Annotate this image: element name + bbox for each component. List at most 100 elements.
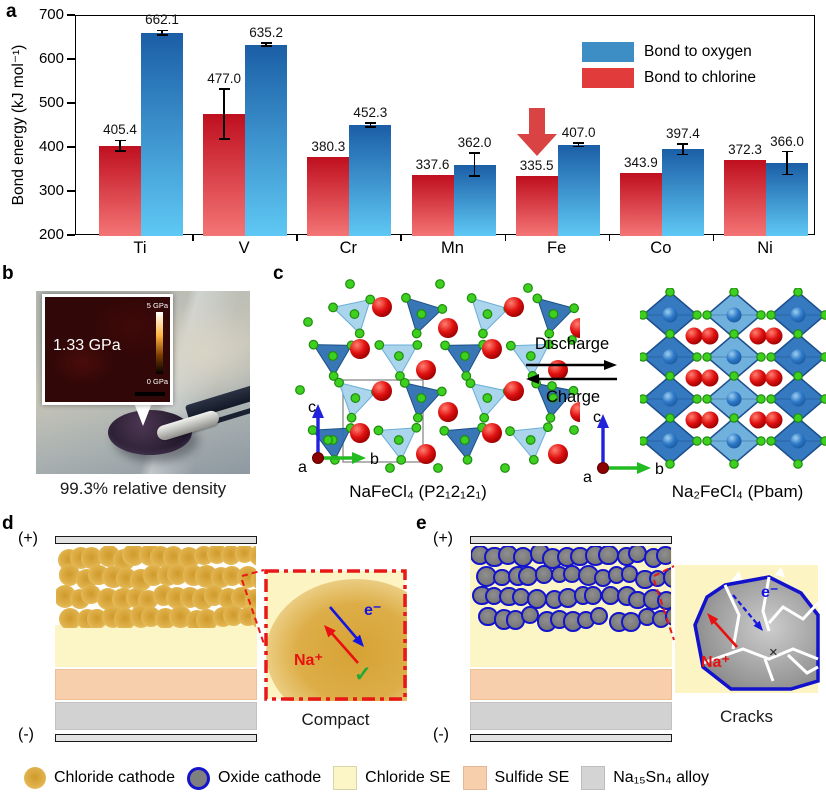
fecl4-tetrahedron-light xyxy=(505,422,553,465)
y-tick xyxy=(67,146,75,148)
cl-atom xyxy=(702,436,712,446)
x-category-label: Mn xyxy=(441,239,464,257)
b-axis-label: b xyxy=(655,461,664,478)
error-bar-cap xyxy=(677,153,689,156)
electron-label: e⁻ xyxy=(761,584,778,601)
cl-atom xyxy=(547,381,557,391)
sulfide-se-layer xyxy=(55,669,257,700)
fe-atom xyxy=(662,307,678,323)
b-axis-arrow xyxy=(352,452,366,464)
chloride-particle xyxy=(58,607,82,628)
charge-arrowhead xyxy=(526,374,539,384)
nafecl4-structure xyxy=(295,279,580,473)
fe-atom xyxy=(726,307,742,323)
chloride-particle xyxy=(87,609,107,628)
cl-atom xyxy=(692,394,702,404)
error-bar xyxy=(577,143,580,147)
chloride-particle xyxy=(81,584,101,605)
x-category-label: Cr xyxy=(339,239,358,257)
x-tick xyxy=(608,235,611,241)
value-label-V: 635.2 xyxy=(249,24,284,40)
c-axis-label: c xyxy=(308,400,316,416)
cl-atom xyxy=(756,352,766,362)
negative-terminal-label: (-) xyxy=(433,726,449,743)
panel-label-a: a xyxy=(6,1,17,22)
na-atom xyxy=(482,339,502,359)
inset-pointer xyxy=(134,403,152,426)
na-atom xyxy=(438,318,458,338)
na-atom xyxy=(765,327,783,345)
cl-atom xyxy=(756,310,766,320)
cl-atom xyxy=(793,329,803,339)
x-tick xyxy=(712,235,715,241)
legend-item-4: Na₁₅Sn₄ alloy xyxy=(581,766,709,790)
x-category-label: V xyxy=(238,239,250,257)
na-atom xyxy=(749,411,767,429)
na-ion-label: Na⁺ xyxy=(294,652,323,669)
na-atom xyxy=(570,402,580,422)
error-bar xyxy=(223,89,225,140)
error-bar-cap xyxy=(781,173,793,176)
chloride-particle xyxy=(244,589,256,610)
oxide-circle-swatch xyxy=(186,766,210,790)
value-label-Fe: 407.0 xyxy=(561,125,596,141)
gray-square-swatch xyxy=(581,766,606,790)
gold-circle-swatch xyxy=(24,767,46,789)
nafecl4-formula: NaFeCl₄ (P2₁2₁2₁) xyxy=(349,482,487,501)
cl-atom xyxy=(295,385,305,395)
chloride-particle xyxy=(80,547,103,569)
legend-item-label: Na₁₅Sn₄ alloy xyxy=(613,769,709,786)
cl-atom xyxy=(665,329,675,339)
na-ion-arrow xyxy=(327,628,359,664)
x-tick xyxy=(504,235,507,241)
sulfide-se-layer xyxy=(470,669,672,700)
bar-chlorine-Cr xyxy=(307,156,350,236)
legend-item-2: Chloride SE xyxy=(333,766,451,790)
value-label-Co: 397.4 xyxy=(665,125,700,141)
compact-particle-inset: Na⁺ e⁻ ✓ xyxy=(264,569,407,701)
value-label-V: 477.0 xyxy=(207,71,242,87)
error-bar-cap xyxy=(114,139,126,142)
fe-atom xyxy=(790,433,806,449)
na-atom xyxy=(749,369,767,387)
peach-square-swatch xyxy=(462,766,487,790)
cl-atom xyxy=(640,352,648,362)
a-axis-origin xyxy=(597,462,609,474)
cl-atom xyxy=(640,310,648,320)
na-atom xyxy=(701,369,719,387)
error-bar-cap xyxy=(469,152,480,155)
na-atom xyxy=(372,381,392,401)
b-axis-label: b xyxy=(370,451,379,468)
unit-cell-box xyxy=(342,379,424,463)
legend-item-label: Chloride cathode xyxy=(54,769,175,786)
colorbar xyxy=(156,312,163,374)
y-tick-label: 500 xyxy=(38,94,64,111)
y-tick xyxy=(67,14,75,16)
error-bar-cap xyxy=(218,88,230,90)
bottom-current-collector xyxy=(470,734,672,742)
chloride-cathode-particles xyxy=(56,546,256,628)
fe-highlight-arrow-icon xyxy=(516,108,557,156)
positive-terminal-label: (+) xyxy=(18,530,38,547)
fe-atom xyxy=(662,391,678,407)
legend-swatch-0 xyxy=(582,42,634,62)
fecl4-tetrahedron-dark xyxy=(440,339,489,381)
y-tick xyxy=(67,234,75,236)
reaction-arrows xyxy=(526,360,617,384)
modulus-map-inset: 1.33 GPa 5 GPa 0 GPa xyxy=(42,294,173,405)
c-axis-arrow xyxy=(597,414,609,428)
legend-swatch-1 xyxy=(582,68,634,88)
cross-icon: × xyxy=(769,644,778,661)
cl-atom xyxy=(793,413,803,423)
figure-legend: Chloride cathode Oxide cathode Chloride SE… xyxy=(24,766,709,790)
na-atom xyxy=(685,411,703,429)
cl-atom xyxy=(793,459,803,469)
chloride-se-layer xyxy=(55,625,257,667)
cl-atom xyxy=(692,352,702,362)
panel-label-d: d xyxy=(2,513,14,534)
fecl4-tetrahedron-dark xyxy=(308,339,357,381)
error-bar-cap xyxy=(677,143,689,145)
na-atom xyxy=(548,444,568,464)
fecl4-tetrahedron-light xyxy=(334,377,381,423)
y-tick xyxy=(67,102,75,104)
